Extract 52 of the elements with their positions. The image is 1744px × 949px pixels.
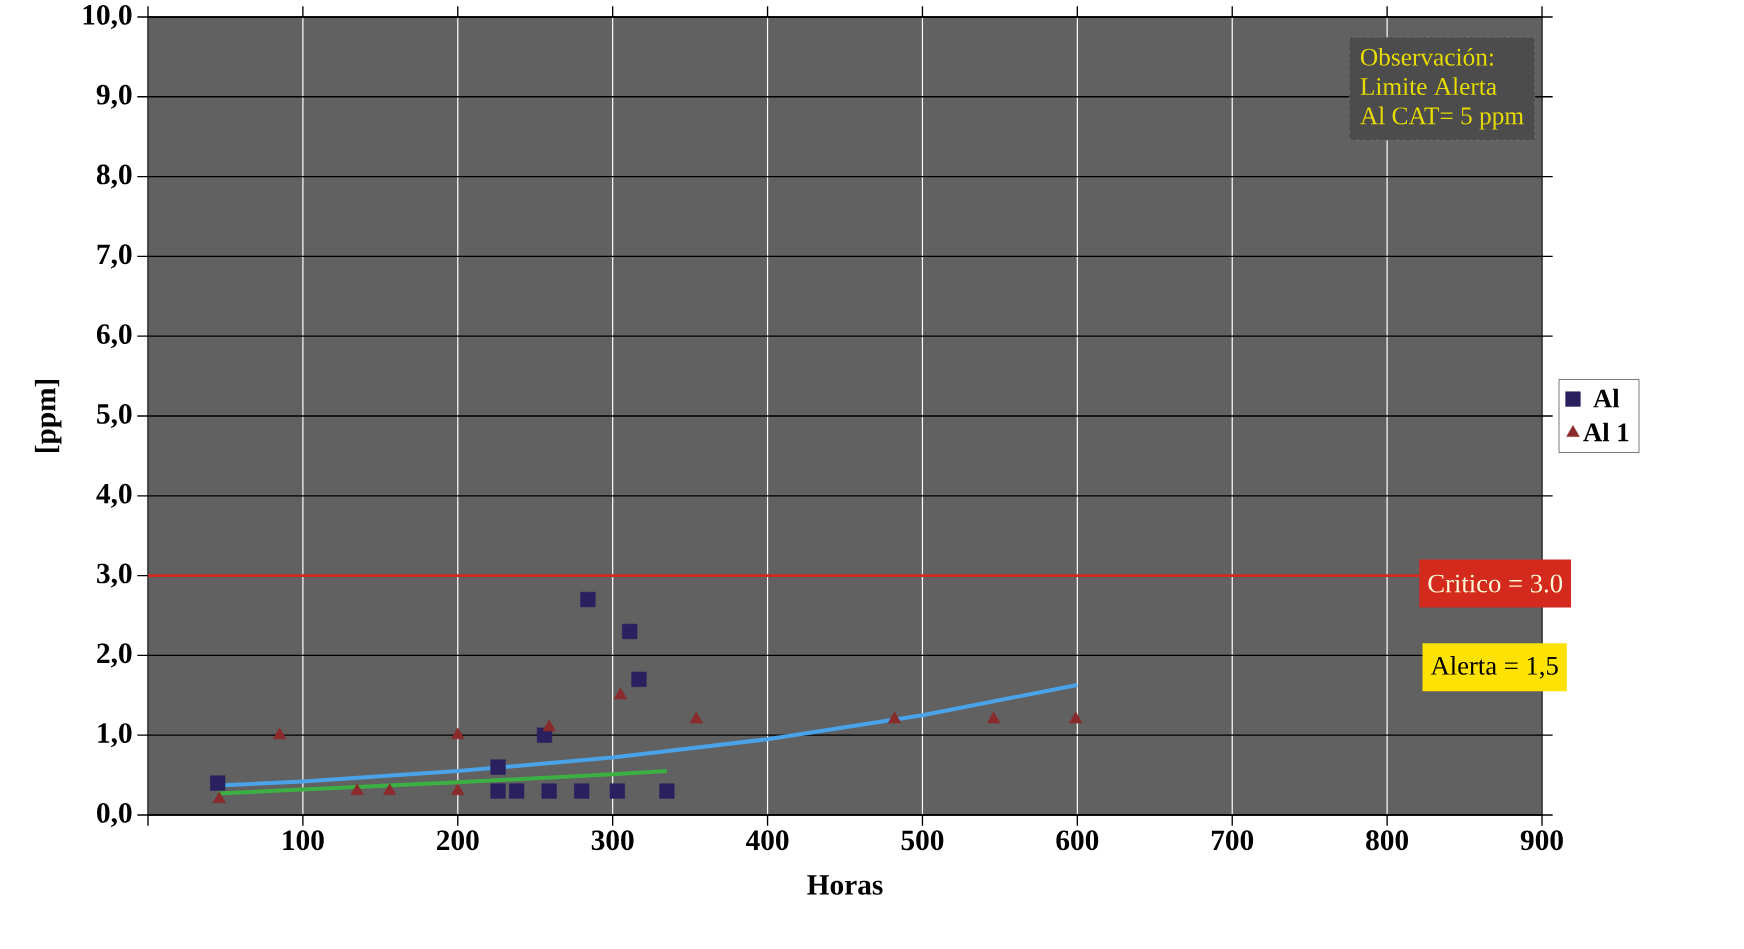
point bbox=[509, 783, 525, 799]
x-tick-label: 700 bbox=[1211, 830, 1254, 851]
point bbox=[1069, 711, 1083, 724]
y-tick-label: 10,0 bbox=[83, 4, 132, 30]
x-tick-label: 200 bbox=[437, 830, 479, 851]
x-tick-label: 600 bbox=[1056, 830, 1099, 851]
point bbox=[212, 791, 226, 803]
y-tick-label: 1,0 bbox=[98, 723, 132, 748]
point bbox=[987, 711, 1001, 724]
x-tick-label: 900 bbox=[1520, 830, 1563, 851]
annotation: Observación: bbox=[1360, 47, 1493, 66]
annotation: Alerta = 1,5 bbox=[1430, 656, 1558, 679]
point bbox=[622, 623, 638, 640]
point bbox=[631, 671, 647, 687]
point bbox=[350, 783, 364, 795]
y-tick-label: 3,0 bbox=[97, 563, 132, 588]
x-tick-label: 800 bbox=[1366, 830, 1408, 851]
x-axis-title: Horas bbox=[807, 875, 883, 895]
point bbox=[273, 727, 287, 740]
annotation: Limite Alerta bbox=[1360, 77, 1497, 96]
y-tick-label: 4,0 bbox=[96, 483, 132, 508]
y-tick-label: 0,0 bbox=[97, 802, 132, 828]
point bbox=[887, 711, 902, 724]
ref-line-label: Critico = 3.0 bbox=[1428, 574, 1563, 593]
y-tick-label: 9,0 bbox=[96, 84, 132, 109]
y-tick-label: 8,0 bbox=[96, 164, 132, 189]
point bbox=[210, 775, 226, 791]
point bbox=[490, 759, 506, 775]
point bbox=[542, 719, 556, 732]
point bbox=[574, 783, 590, 799]
point bbox=[609, 783, 625, 799]
point bbox=[451, 727, 465, 740]
x-tick-label: 500 bbox=[901, 830, 944, 851]
point bbox=[541, 783, 557, 799]
legend-label: Al 1 bbox=[1583, 422, 1629, 442]
y-tick-label: 6,0 bbox=[96, 324, 132, 349]
annotation: Al CAT= 5 ppm bbox=[1360, 106, 1524, 130]
y-tick-label: 2,0 bbox=[97, 643, 132, 668]
x-tick-label: 100 bbox=[283, 830, 324, 851]
x-tick-label: 300 bbox=[591, 830, 634, 851]
point bbox=[613, 687, 628, 700]
point bbox=[490, 783, 506, 799]
point bbox=[659, 783, 675, 799]
legend-label: Al bbox=[1593, 388, 1620, 408]
y-tick-label: 7,0 bbox=[97, 244, 132, 269]
x-tick-label: 400 bbox=[745, 830, 789, 851]
y-axis-title: [ppm] bbox=[34, 379, 62, 453]
y-tick-label: 5,0 bbox=[97, 403, 132, 429]
point bbox=[580, 591, 596, 608]
point bbox=[451, 783, 465, 795]
point bbox=[383, 783, 397, 795]
point bbox=[689, 711, 703, 724]
